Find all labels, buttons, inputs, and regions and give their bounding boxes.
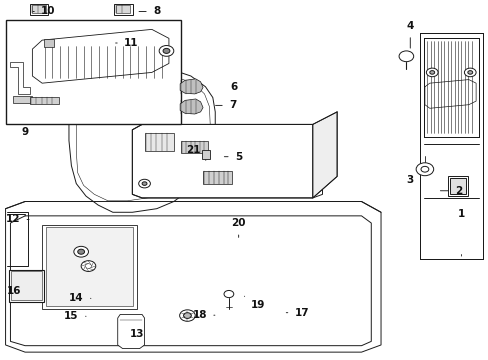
- Text: 18: 18: [192, 310, 214, 320]
- Bar: [201, 149, 210, 159]
- Polygon shape: [180, 99, 203, 114]
- Text: 6: 6: [230, 82, 237, 92]
- Text: 4: 4: [406, 21, 413, 48]
- Text: 21: 21: [185, 144, 205, 160]
- Bar: [9, 270, 44, 302]
- Bar: [43, 40, 54, 47]
- Circle shape: [464, 68, 475, 77]
- Polygon shape: [69, 71, 215, 212]
- Text: 5: 5: [224, 152, 242, 162]
- Bar: [447, 176, 467, 196]
- Text: 3: 3: [406, 175, 413, 185]
- Circle shape: [78, 249, 84, 254]
- Bar: [42, 225, 137, 309]
- Polygon shape: [10, 62, 30, 94]
- Circle shape: [179, 310, 195, 321]
- Circle shape: [142, 182, 147, 185]
- Circle shape: [398, 51, 413, 62]
- Circle shape: [139, 179, 150, 188]
- Bar: [30, 4, 48, 15]
- Text: 1: 1: [457, 209, 464, 219]
- Circle shape: [159, 45, 173, 56]
- Polygon shape: [180, 79, 203, 94]
- Bar: [13, 96, 32, 103]
- Circle shape: [415, 163, 433, 176]
- Text: 10: 10: [33, 6, 56, 17]
- Circle shape: [74, 246, 88, 257]
- Bar: [32, 5, 45, 13]
- Bar: [11, 271, 41, 300]
- Circle shape: [183, 313, 191, 319]
- Circle shape: [163, 48, 169, 53]
- Text: 11: 11: [115, 38, 138, 48]
- Bar: [114, 4, 133, 15]
- Polygon shape: [132, 125, 322, 198]
- Bar: [116, 5, 130, 13]
- Bar: [449, 178, 465, 194]
- Circle shape: [420, 166, 428, 172]
- Bar: [203, 171, 232, 184]
- Text: 19: 19: [244, 296, 265, 310]
- Bar: [30, 97, 59, 104]
- Text: 12: 12: [6, 215, 29, 224]
- Text: 15: 15: [64, 311, 86, 321]
- Polygon shape: [423, 39, 478, 137]
- Bar: [144, 134, 173, 151]
- Circle shape: [429, 71, 434, 74]
- Polygon shape: [5, 202, 380, 352]
- Text: 20: 20: [231, 218, 245, 237]
- Text: 14: 14: [69, 293, 91, 303]
- Circle shape: [467, 71, 472, 74]
- Text: 9: 9: [21, 127, 29, 136]
- Text: 17: 17: [285, 308, 309, 318]
- Bar: [181, 141, 207, 153]
- Bar: [5, 21, 181, 125]
- Polygon shape: [312, 112, 336, 198]
- Text: 13: 13: [130, 329, 144, 339]
- Bar: [45, 227, 133, 306]
- Circle shape: [81, 261, 96, 271]
- Polygon shape: [118, 315, 144, 348]
- Circle shape: [224, 291, 233, 298]
- Polygon shape: [32, 30, 168, 83]
- Text: 8: 8: [139, 6, 160, 17]
- Text: 16: 16: [7, 286, 21, 296]
- Text: 7: 7: [215, 100, 236, 111]
- Text: 2: 2: [440, 186, 462, 196]
- Polygon shape: [419, 33, 483, 259]
- Circle shape: [426, 68, 437, 77]
